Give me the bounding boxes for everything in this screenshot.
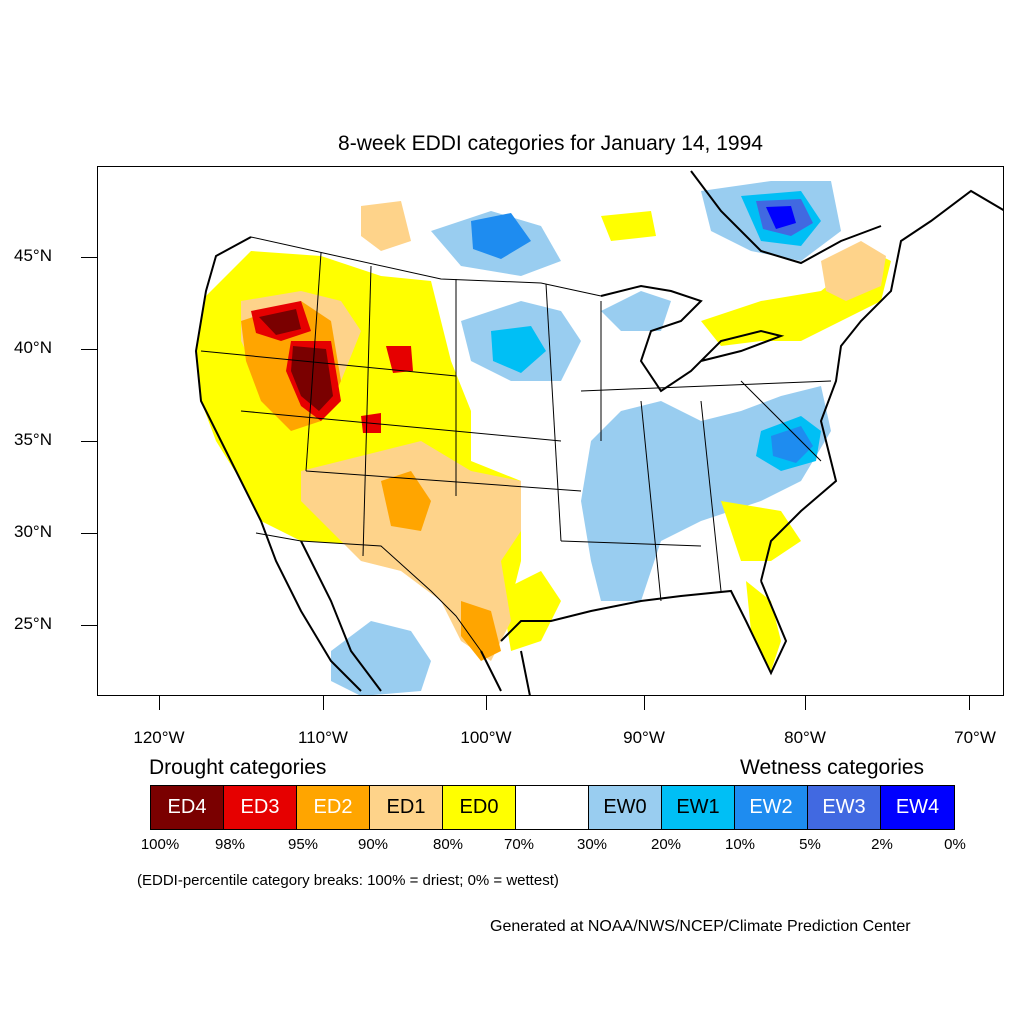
lon-tick	[969, 696, 970, 710]
ed1-northeast	[821, 241, 886, 301]
percent-break: 80%	[432, 836, 464, 853]
lon-label: 70°W	[954, 728, 996, 747]
legend-ew3: EW3	[808, 786, 881, 829]
lat-label: 35°N	[14, 430, 52, 449]
ed0-canada	[601, 211, 656, 241]
ew1-canada-mid	[471, 213, 531, 259]
eddi-map	[194, 170, 1003, 695]
ed3-wyoming	[386, 346, 413, 373]
wetness-legend-title: Wetness categories	[740, 756, 925, 779]
lon-label: 110°W	[298, 728, 348, 747]
lat-tick	[81, 533, 97, 534]
lat-tick	[81, 441, 97, 442]
ew4-canada	[766, 206, 796, 229]
map-title: 8-week EDDI categories for January 14, 1…	[338, 132, 763, 155]
lat-label: 25°N	[14, 614, 52, 633]
category-legend: ED4 ED3 ED2 ED1 ED0 EW0 EW1 EW2 EW3 EW4	[150, 785, 955, 830]
ed0-florida	[746, 581, 781, 671]
legend-ed0: ED0	[443, 786, 516, 829]
percent-break: 90%	[357, 836, 389, 853]
ed0-gulf	[501, 571, 561, 651]
ew1-plains	[491, 326, 546, 373]
lat-label: 45°N	[14, 246, 52, 265]
lon-label: 80°W	[784, 728, 826, 747]
credit-line: Generated at NOAA/NWS/NCEP/Climate Predi…	[490, 918, 911, 935]
legend-ed2: ED2	[297, 786, 370, 829]
us-canada-border	[250, 236, 602, 297]
legend-ew4: EW4	[881, 786, 954, 829]
percent-break: 95%	[287, 836, 319, 853]
lon-label: 100°W	[460, 728, 512, 747]
percent-break: 70%	[503, 836, 535, 853]
percent-break: 20%	[650, 836, 682, 853]
lat-tick	[81, 257, 97, 258]
percent-break: 0%	[944, 836, 966, 853]
legend-ew0: EW0	[589, 786, 662, 829]
lon-tick	[805, 696, 806, 710]
ew0-michigan	[601, 291, 671, 331]
gulf-coast	[480, 580, 788, 692]
canada-coast	[690, 170, 882, 265]
map-panel	[97, 166, 1004, 696]
percent-break: 98%	[214, 836, 246, 853]
legend-normal	[516, 786, 589, 829]
legend-ed3: ED3	[224, 786, 297, 829]
ed4-oregon	[259, 309, 301, 335]
pacific-coast	[194, 236, 362, 692]
lon-label: 120°W	[133, 728, 185, 747]
legend-ed4: ED4	[151, 786, 224, 829]
percent-break: 30%	[576, 836, 608, 853]
ew2-appalachia	[771, 426, 813, 463]
lon-label: 90°W	[623, 728, 665, 747]
mexico-coast	[300, 540, 531, 695]
legend-ew1: EW1	[662, 786, 735, 829]
category-breaks-note: (EDDI-percentile category breaks: 100% =…	[137, 872, 559, 889]
lon-tick	[644, 696, 645, 710]
lon-tick	[159, 696, 160, 710]
us-mexico-border	[255, 532, 482, 652]
percent-break: 2%	[871, 836, 893, 853]
ed2-texas	[461, 601, 501, 661]
percent-break: 100%	[140, 836, 180, 853]
ed2-southwest	[381, 471, 431, 531]
lat-label: 30°N	[14, 522, 52, 541]
lon-tick	[323, 696, 324, 710]
legend-ew2: EW2	[735, 786, 808, 829]
drought-legend-title: Drought categories	[149, 756, 327, 779]
ew0-mexico	[331, 621, 431, 695]
lon-tick	[486, 696, 487, 710]
lat-tick	[81, 349, 97, 350]
ed0-southeast	[721, 501, 801, 561]
percent-break: 5%	[799, 836, 821, 853]
lat-label: 40°N	[14, 338, 52, 357]
atlantic-coast	[760, 189, 1003, 582]
percent-break: 10%	[724, 836, 756, 853]
legend-ed1: ED1	[370, 786, 443, 829]
ed1-canada	[361, 201, 411, 251]
lat-tick	[81, 625, 97, 626]
great-lakes	[600, 284, 785, 393]
